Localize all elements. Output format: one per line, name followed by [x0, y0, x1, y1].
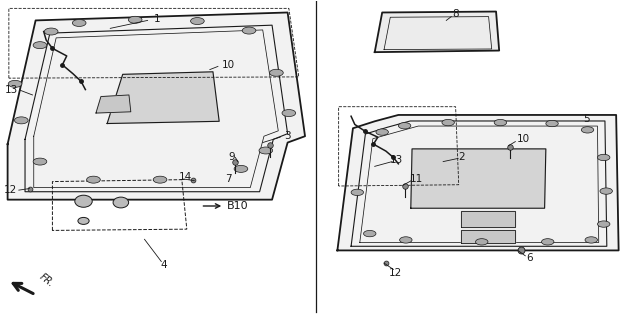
Circle shape: [585, 237, 597, 243]
Text: 14: 14: [179, 172, 192, 182]
Circle shape: [72, 20, 86, 27]
Text: 13: 13: [390, 155, 404, 165]
Circle shape: [364, 230, 376, 237]
Circle shape: [376, 129, 388, 135]
Text: 6: 6: [526, 253, 532, 263]
Circle shape: [259, 147, 272, 154]
Circle shape: [476, 239, 488, 245]
Text: 3: 3: [284, 131, 291, 141]
Circle shape: [600, 188, 612, 194]
Polygon shape: [461, 230, 515, 243]
Circle shape: [33, 158, 47, 165]
Circle shape: [546, 120, 558, 127]
Circle shape: [598, 221, 610, 227]
Polygon shape: [375, 12, 499, 52]
Circle shape: [33, 42, 47, 49]
Text: 12: 12: [389, 268, 402, 278]
Circle shape: [598, 154, 610, 161]
Text: 5: 5: [583, 114, 590, 124]
Text: 1: 1: [154, 14, 161, 24]
Text: 11: 11: [410, 174, 424, 184]
Circle shape: [399, 237, 412, 243]
Text: 8: 8: [452, 9, 459, 19]
Circle shape: [8, 80, 22, 87]
Polygon shape: [461, 212, 515, 227]
Circle shape: [191, 18, 204, 25]
Text: B10: B10: [228, 201, 249, 211]
Circle shape: [442, 119, 454, 126]
Circle shape: [398, 123, 411, 129]
Polygon shape: [411, 149, 546, 208]
Text: 2: 2: [459, 152, 466, 162]
Polygon shape: [8, 12, 305, 200]
Ellipse shape: [75, 195, 92, 207]
Polygon shape: [338, 115, 619, 251]
Circle shape: [541, 239, 554, 245]
Text: 9: 9: [229, 152, 235, 162]
Circle shape: [87, 176, 101, 183]
Polygon shape: [96, 95, 131, 113]
Text: 10: 10: [222, 60, 236, 70]
Circle shape: [351, 189, 364, 196]
Circle shape: [153, 176, 167, 183]
Text: 7: 7: [226, 174, 232, 184]
Circle shape: [581, 127, 594, 133]
Circle shape: [494, 119, 507, 126]
Circle shape: [14, 117, 28, 124]
Text: 12: 12: [4, 185, 17, 195]
Ellipse shape: [113, 197, 129, 208]
Circle shape: [44, 28, 58, 35]
Text: 13: 13: [4, 85, 18, 95]
Text: 10: 10: [517, 134, 530, 144]
Circle shape: [282, 109, 296, 116]
Ellipse shape: [78, 217, 89, 224]
Circle shape: [269, 69, 283, 76]
Circle shape: [242, 27, 256, 34]
Polygon shape: [107, 72, 219, 124]
Circle shape: [128, 16, 142, 23]
Text: 4: 4: [160, 260, 167, 270]
Circle shape: [234, 165, 248, 172]
Text: FR.: FR.: [38, 271, 56, 289]
